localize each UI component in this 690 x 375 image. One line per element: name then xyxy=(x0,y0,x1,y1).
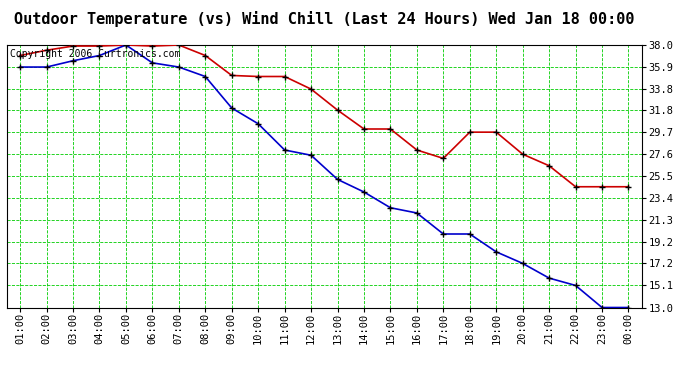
Text: Outdoor Temperature (vs) Wind Chill (Last 24 Hours) Wed Jan 18 00:00: Outdoor Temperature (vs) Wind Chill (Las… xyxy=(14,11,635,27)
Text: Copyright 2006 Curtronics.com: Copyright 2006 Curtronics.com xyxy=(10,49,181,59)
